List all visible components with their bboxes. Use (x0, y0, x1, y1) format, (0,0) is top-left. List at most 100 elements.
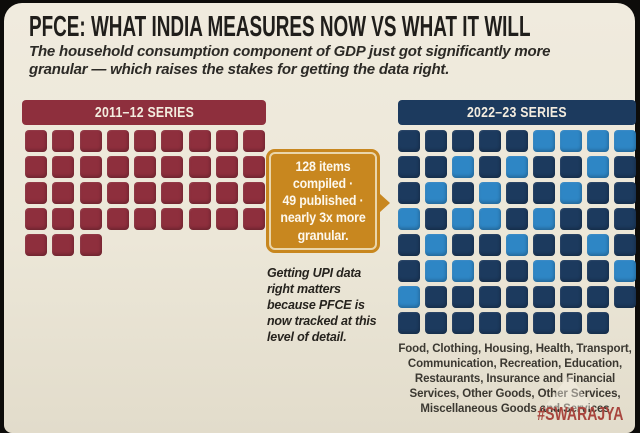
grid-square-navy (533, 156, 555, 178)
grid-square-navy (533, 312, 555, 334)
grid-square-navy (479, 234, 501, 256)
grid-square-maroon (134, 208, 156, 230)
watermark-triangle-icon (543, 375, 595, 409)
grid-square-maroon (134, 130, 156, 152)
grid-square-navy (479, 260, 501, 282)
grid-square-maroon (134, 156, 156, 178)
grid-square-maroon (106, 156, 129, 178)
grid-square-navy (560, 208, 582, 230)
grid-square-maroon (106, 182, 129, 204)
grid-square-maroon (188, 130, 211, 152)
grid-square-navy (425, 312, 447, 334)
grid-square-navy (452, 286, 474, 308)
grid-square-navy (479, 156, 501, 178)
grid-square-maroon (52, 156, 75, 178)
grid-square-light-blue (452, 208, 474, 230)
grid-square-light-blue (614, 130, 636, 152)
left-series-header-label: 2011–12 SERIES (94, 104, 194, 121)
grid-square-navy (398, 260, 420, 282)
right-series-header: 2022–23 SERIES (398, 100, 636, 125)
grid-square-maroon (52, 234, 75, 256)
grid-square-light-blue (533, 260, 555, 282)
grid-square-navy (425, 208, 447, 230)
grid-square-navy (398, 312, 420, 334)
grid-square-light-blue (452, 156, 474, 178)
grid-square-light-blue (506, 156, 528, 178)
grid-square-navy (614, 208, 636, 230)
grid-square-navy (452, 182, 474, 204)
grid-square-maroon (25, 182, 47, 204)
callout-line: compiled · (292, 176, 354, 192)
callout-box: 128 items compiled · 49 published · near… (266, 149, 390, 253)
grid-square-maroon (243, 156, 265, 178)
callout-line: granular. (297, 227, 349, 243)
left-series-header: 2011–12 SERIES (22, 100, 266, 125)
grid-square-navy (533, 286, 555, 308)
grid-square-navy (506, 182, 528, 204)
grid-square-navy (560, 312, 582, 334)
grid-square-navy (479, 130, 501, 152)
page-subtitle: The household consumption component of G… (29, 43, 551, 79)
grid-square-maroon (25, 208, 47, 230)
callout-line: nearly 3x more (280, 210, 366, 226)
grid-square-navy (587, 286, 609, 308)
grid-square-navy (452, 312, 474, 334)
grid-square-maroon (52, 130, 75, 152)
grid-square-navy (479, 286, 501, 308)
grid-square-maroon (215, 156, 238, 178)
grid-square-maroon (215, 130, 238, 152)
grid-square-navy (560, 234, 582, 256)
grid-square-light-blue (452, 260, 474, 282)
left-waffle-grid (25, 130, 265, 256)
grid-square-navy (425, 156, 447, 178)
grid-square-navy (533, 234, 555, 256)
grid-square-light-blue (425, 260, 447, 282)
grid-square-navy (479, 312, 501, 334)
grid-square-light-blue (560, 130, 582, 152)
grid-square-maroon (25, 130, 47, 152)
grid-square-maroon (161, 208, 184, 230)
grid-square-light-blue (398, 286, 420, 308)
grid-square-navy (506, 208, 528, 230)
grid-square-light-blue (425, 182, 447, 204)
grid-square-maroon (161, 130, 184, 152)
grid-square-light-blue (614, 260, 636, 282)
grid-square-navy (560, 260, 582, 282)
page-title: PFCE: WHAT INDIA MEASURES NOW VS WHAT IT… (29, 11, 531, 43)
grid-square-maroon (161, 156, 184, 178)
grid-square-navy (587, 312, 609, 334)
grid-square-navy (452, 130, 474, 152)
grid-square-light-blue (587, 234, 609, 256)
grid-square-maroon (25, 156, 47, 178)
grid-square-light-blue (587, 130, 609, 152)
grid-square-light-blue (587, 156, 609, 178)
grid-square-maroon (79, 182, 102, 204)
grid-square-navy (614, 156, 636, 178)
grid-square-navy (614, 234, 636, 256)
grid-square-maroon (243, 130, 265, 152)
grid-square-light-blue (533, 208, 555, 230)
grid-square-maroon (25, 234, 47, 256)
grid-square-navy (506, 286, 528, 308)
right-grid-caption: Food, Clothing, Housing, Health, Transpo… (398, 343, 632, 415)
grid-square-navy (533, 182, 555, 204)
grid-square-light-blue (425, 234, 447, 256)
grid-square-maroon (243, 182, 265, 204)
grid-square-navy (398, 182, 420, 204)
callout-line: 128 items (295, 159, 351, 174)
grid-square-navy (587, 208, 609, 230)
callout-line: 49 published · (282, 193, 364, 209)
grid-square-navy (452, 234, 474, 256)
grid-square-maroon (188, 156, 211, 178)
grid-square-light-blue (533, 130, 555, 152)
right-waffle-grid (398, 130, 636, 334)
right-series-header-label: 2022–23 SERIES (467, 104, 567, 121)
grid-square-navy (506, 130, 528, 152)
grid-square-navy (506, 312, 528, 334)
grid-square-maroon (161, 182, 184, 204)
grid-square-navy (425, 130, 447, 152)
grid-square-navy (560, 156, 582, 178)
grid-square-navy (425, 286, 447, 308)
grid-square-navy (398, 234, 420, 256)
grid-square-maroon (79, 156, 102, 178)
